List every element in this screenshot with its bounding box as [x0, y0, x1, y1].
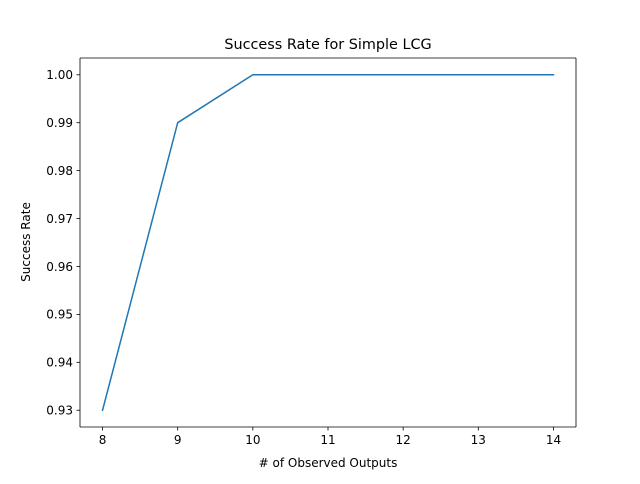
x-tick-label: 14 — [546, 433, 561, 447]
x-axis-label: # of Observed Outputs — [259, 456, 398, 470]
chart-title: Success Rate for Simple LCG — [224, 37, 431, 53]
y-tick-label: 0.95 — [46, 308, 73, 322]
x-tick-label: 11 — [320, 433, 335, 447]
y-tick-label: 0.96 — [46, 260, 73, 274]
y-tick-label: 1.00 — [46, 68, 73, 82]
y-axis-label: Success Rate — [19, 202, 33, 282]
y-tick-label: 0.97 — [46, 212, 73, 226]
y-tick-label: 0.94 — [46, 356, 73, 370]
y-tick-label: 0.99 — [46, 116, 73, 130]
x-tick-label: 10 — [245, 433, 260, 447]
x-tick-label: 9 — [174, 433, 182, 447]
x-tick-label: 8 — [99, 433, 107, 447]
x-tick-label: 13 — [471, 433, 486, 447]
series-line-0 — [101, 74, 555, 412]
plot-area: 8 9 10 11 12 13 14 0.93 0.94 0.95 0.96 0.97 0.98 0.99… — [46, 57, 577, 447]
x-tick-label: 12 — [396, 433, 411, 447]
y-tick-label: 0.93 — [46, 404, 73, 418]
y-tick-label: 0.98 — [46, 164, 73, 178]
